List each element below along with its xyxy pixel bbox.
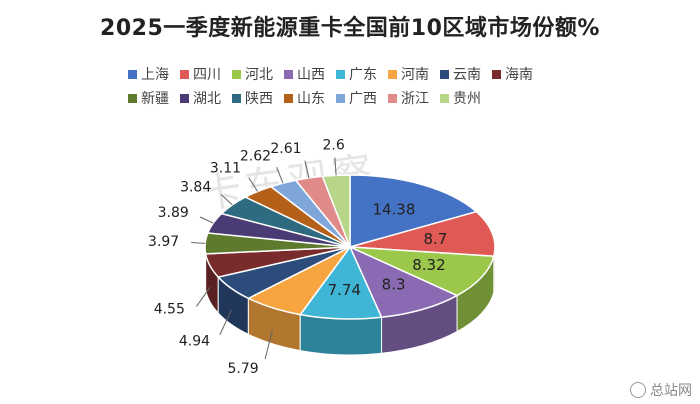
legend: 上海 四川 河北 山西 广东 河南 云南 海南 新疆 湖北 陕西 山东 广西 浙江 贵州	[128, 62, 588, 110]
leader-line	[191, 241, 206, 244]
pie-slice	[349, 246, 495, 297]
legend-swatch	[128, 93, 137, 103]
legend-swatch	[232, 69, 241, 79]
legend-label: 河北	[245, 67, 273, 83]
pie-slice	[348, 245, 459, 319]
legend-label: 山西	[297, 67, 325, 83]
data-label: 3.11	[210, 160, 241, 176]
legend-label: 广东	[349, 67, 377, 83]
legend-label: 贵州	[453, 91, 481, 107]
legend-label: 海南	[505, 67, 533, 83]
legend-item: 河北	[232, 64, 273, 84]
legend-label: 山东	[297, 91, 325, 107]
legend-item: 广西	[336, 88, 377, 108]
legend-item: 上海	[128, 64, 169, 84]
legend-item: 湖北	[180, 88, 221, 108]
data-label: 3.97	[148, 234, 179, 250]
legend-swatch	[180, 93, 189, 103]
leader-line	[334, 157, 337, 176]
data-label: 4.55	[154, 302, 185, 318]
legend-swatch	[336, 93, 345, 103]
legend-swatch	[232, 93, 241, 103]
pie-slice	[321, 174, 351, 248]
pie-slice	[298, 245, 383, 320]
pie-slice-side	[299, 314, 383, 356]
legend-swatch	[336, 69, 345, 79]
data-label: 8.3	[382, 275, 406, 293]
leader-line	[199, 216, 214, 224]
chart-title: 2025一季度新能源重卡全国前10区域市场份额%	[100, 16, 600, 41]
legend-swatch	[388, 69, 397, 79]
legend-label: 湖北	[193, 91, 221, 107]
leader-line	[264, 329, 274, 360]
pie-top	[204, 174, 496, 320]
legend-item: 山西	[284, 64, 325, 84]
legend-label: 四川	[193, 67, 221, 83]
data-label: 8.7	[423, 230, 447, 248]
legend-label: 广西	[349, 91, 377, 107]
legend-item: 河南	[388, 64, 429, 84]
legend-swatch	[440, 69, 449, 79]
brand-text: 总站网	[650, 383, 692, 399]
legend-item: 广东	[336, 64, 377, 84]
legend-item: 海南	[492, 64, 533, 84]
legend-row: 新疆 湖北 陕西 山东 广西 浙江 贵州	[128, 86, 588, 110]
legend-item: 浙江	[388, 88, 429, 108]
leader-line	[248, 177, 259, 192]
data-label: 5.79	[227, 361, 258, 377]
data-labels: 14.38 8.7 8.32 8.3 7.74 5.79 4.94 4.55 3.97 3.89 3…	[148, 137, 447, 377]
pie-slice	[349, 174, 478, 248]
leader-line	[196, 287, 211, 307]
legend-swatch	[492, 69, 501, 79]
data-label: 3.84	[180, 179, 211, 195]
leader-line	[219, 309, 232, 335]
data-label: 2.62	[240, 149, 271, 165]
data-label: 8.32	[412, 256, 445, 274]
brand-mark: 总站网	[630, 380, 692, 400]
legend-label: 河南	[401, 67, 429, 83]
legend-item: 云南	[440, 64, 481, 84]
pie-slice	[349, 210, 496, 257]
leader-line	[220, 194, 233, 206]
legend-label: 上海	[141, 67, 169, 83]
weibo-icon	[630, 382, 646, 398]
legend-swatch	[440, 93, 449, 103]
legend-swatch	[180, 69, 189, 79]
legend-item: 新疆	[128, 88, 169, 108]
leader-line	[276, 166, 284, 184]
legend-label: 云南	[453, 67, 481, 83]
legend-label: 新疆	[141, 91, 169, 107]
legend-item: 山东	[284, 88, 325, 108]
data-label: 7.74	[328, 281, 361, 299]
legend-swatch	[284, 93, 293, 103]
legend-label: 陕西	[245, 91, 273, 107]
legend-swatch	[388, 93, 397, 103]
data-label: 14.38	[372, 201, 415, 219]
data-label: 2.6	[323, 137, 345, 153]
legend-row: 上海 四川 河北 山西 广东 河南 云南 海南	[128, 62, 588, 86]
legend-item: 贵州	[440, 88, 481, 108]
legend-item: 陕西	[232, 88, 273, 108]
leader-line	[304, 160, 310, 179]
legend-swatch	[284, 69, 293, 79]
legend-swatch	[128, 69, 137, 79]
data-label: 3.89	[158, 205, 189, 221]
legend-item: 四川	[180, 64, 221, 84]
legend-label: 浙江	[401, 91, 429, 107]
data-label: 2.61	[270, 141, 301, 157]
data-label: 4.94	[179, 334, 210, 350]
